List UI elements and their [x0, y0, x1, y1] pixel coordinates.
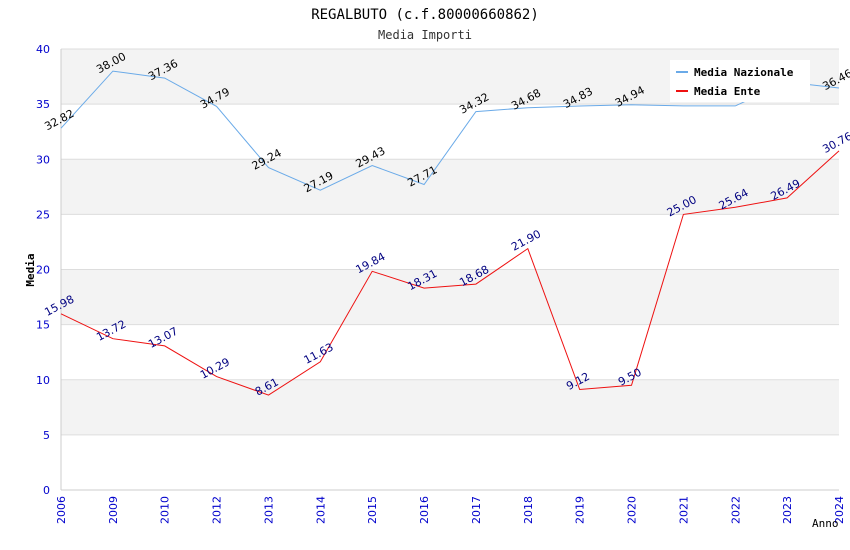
plot-band: [61, 269, 839, 325]
legend-label-ente: Media Ente: [694, 85, 761, 98]
x-tick-label: 2020: [626, 496, 639, 524]
x-tick-label: 2016: [418, 496, 431, 524]
y-tick-label: 40: [36, 43, 50, 56]
x-tick-label: 2013: [262, 496, 275, 524]
x-tick-label: 2019: [574, 496, 587, 524]
x-tick-label: 2022: [729, 496, 742, 524]
legend: Media Nazionale Media Ente: [670, 60, 810, 102]
x-tick-label: 2018: [522, 496, 535, 524]
x-tick-labels: 2006 2009 2010 2012 2013 2014 2015 2016 2017 2018…: [55, 496, 846, 524]
x-axis-label: Anno: [812, 517, 839, 530]
y-axis-label: Media: [24, 253, 37, 286]
axes: [60, 49, 839, 491]
x-tick-label: 2010: [159, 496, 172, 524]
plot-band: [61, 379, 839, 435]
x-tick-label: 2017: [470, 496, 483, 524]
chart-subtitle: Media Importi: [378, 28, 472, 42]
x-tick-label: 2023: [781, 496, 794, 524]
x-tick-label: 2015: [366, 496, 379, 524]
y-tick-labels: 0 5 10 15 20 25 30 35 40: [36, 43, 50, 497]
series-line-media-ente: [60, 150, 840, 396]
x-tick-label: 2012: [211, 496, 224, 524]
x-tick-label: 2014: [314, 496, 327, 524]
data-label: 13.07: [146, 325, 180, 351]
chart-title: REGALBUTO (c.f.80000660862): [311, 7, 539, 23]
x-tick-label: 2006: [55, 496, 68, 524]
y-tick-label: 25: [36, 208, 50, 221]
y-tick-label: 15: [36, 319, 50, 332]
plot-band: [61, 159, 839, 215]
legend-box: [670, 60, 810, 102]
y-tick-label: 30: [36, 153, 50, 166]
plot-bands: [61, 49, 839, 435]
series-lines: [60, 70, 840, 396]
y-tick-label: 20: [36, 264, 50, 277]
x-tick-label: 2021: [677, 496, 690, 524]
legend-label-nazionale: Media Nazionale: [694, 66, 794, 79]
data-label: 10.29: [198, 355, 232, 381]
data-label: 30.76: [820, 130, 850, 156]
x-tick-label: 2024: [833, 496, 846, 524]
y-tick-label: 35: [36, 98, 50, 111]
grid-lines: [61, 48, 839, 491]
y-tick-label: 5: [43, 429, 50, 442]
y-tick-label: 10: [36, 374, 50, 387]
series-line-media-nazionale: [60, 70, 840, 191]
x-tick-label: 2009: [107, 496, 120, 524]
y-tick-label: 0: [43, 484, 50, 497]
